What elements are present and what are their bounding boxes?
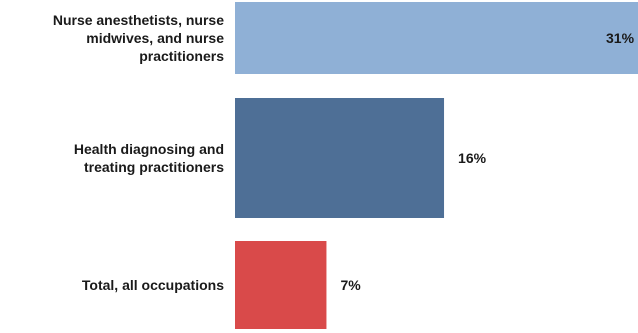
category-label-0-line-0: Nurse anesthetists, nurse <box>53 12 224 28</box>
category-label-1-line-0: Health diagnosing and <box>74 141 224 157</box>
category-label-2-line-0: Total, all occupations <box>82 277 224 293</box>
bar-2 <box>235 241 327 329</box>
category-label-1-line-1: treating practitioners <box>84 159 224 175</box>
bar-0 <box>235 2 638 74</box>
value-label-0: 31% <box>606 30 635 46</box>
value-label-1: 16% <box>458 150 487 166</box>
bars-layer <box>235 2 638 329</box>
bar-1 <box>235 98 445 218</box>
category-label-0-line-1: midwives, and nurse <box>86 30 224 46</box>
labels-layer: Nurse anesthetists, nurse midwives, and n… <box>53 12 635 293</box>
value-label-2: 7% <box>340 277 361 293</box>
category-label-0-line-2: practitioners <box>139 48 224 64</box>
